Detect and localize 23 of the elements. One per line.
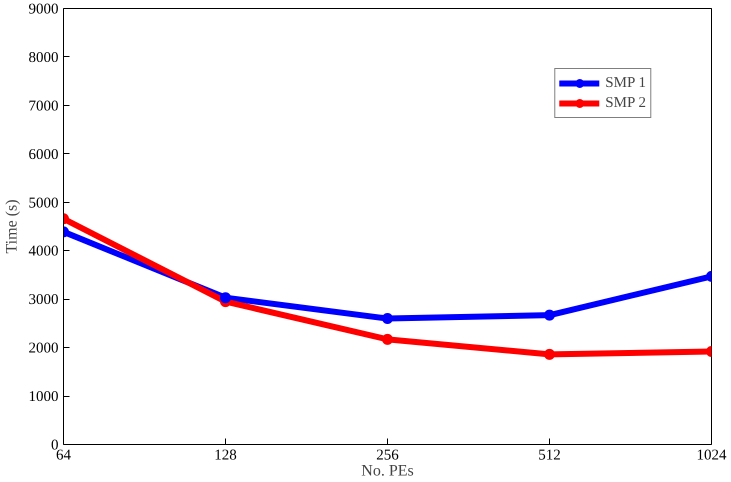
point — [382, 334, 393, 345]
legend-label: SMP 1 — [605, 74, 646, 92]
x-axis-title: No. PEs — [361, 462, 414, 480]
y-tick-label: 5000 — [28, 195, 58, 212]
y-tick-label: 1000 — [28, 389, 58, 406]
x-tick-label: 1024 — [696, 448, 727, 464]
point — [382, 313, 393, 324]
x-tick-label: 512 — [538, 448, 561, 464]
y-tick-label: 4000 — [28, 244, 58, 260]
y-tick-label: 3000 — [28, 292, 58, 308]
point — [544, 348, 555, 360]
y-tick-label: 8000 — [28, 50, 58, 66]
point — [544, 310, 555, 321]
legend-label: SMP 2 — [605, 94, 646, 112]
y-tick-label: 2000 — [28, 340, 58, 357]
y-tick-label: 7000 — [28, 98, 58, 114]
y-tick-label: 9000 — [28, 2, 58, 18]
y-axis-title: Time (s) — [4, 199, 20, 254]
point — [220, 292, 231, 304]
y-tick-label: 6000 — [28, 146, 58, 163]
x-tick-label: 128 — [214, 448, 237, 464]
x-tick-label: 64 — [56, 448, 72, 464]
x-tick-label: 256 — [376, 448, 400, 464]
